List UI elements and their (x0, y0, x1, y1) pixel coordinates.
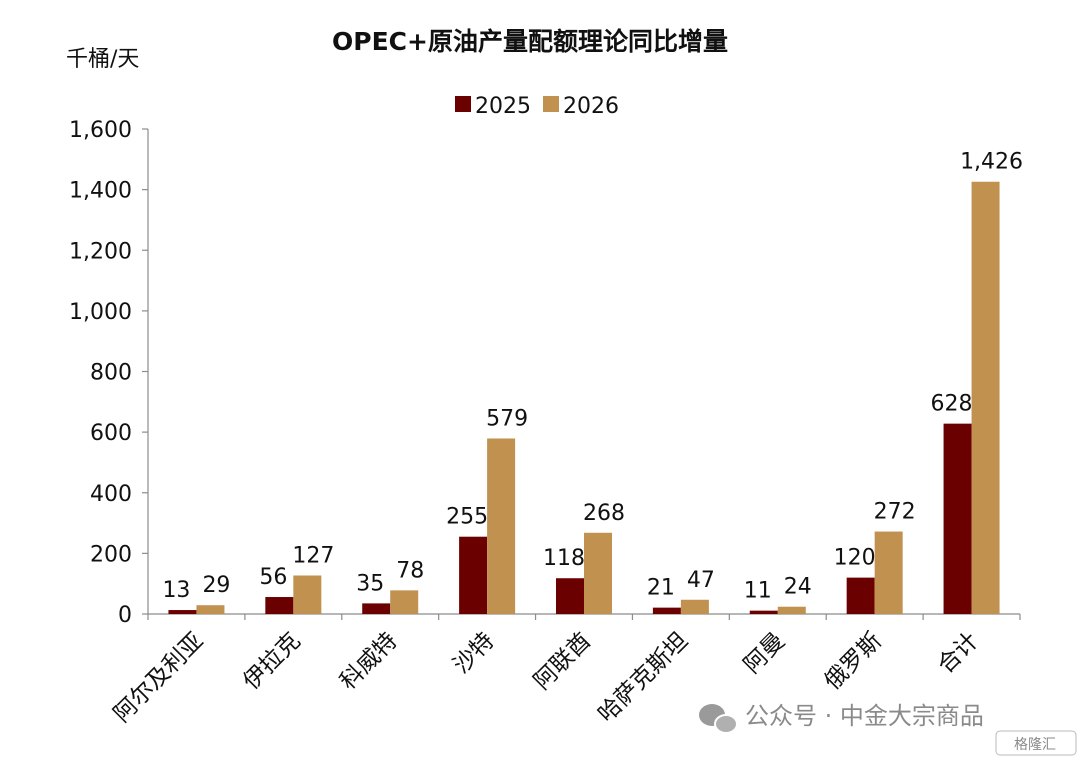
data-label-2025: 56 (259, 565, 287, 590)
y-axis: 0 200 400 600 800 1,000 1,200 1,400 1,600 (69, 118, 149, 628)
category-label: 阿曼 (739, 628, 790, 679)
legend-swatch-2025 (455, 96, 471, 112)
bar-2025 (265, 597, 294, 614)
data-label-2025: 120 (834, 546, 876, 571)
legend-label-2025: 2025 (475, 94, 531, 119)
y-tick-label: 1,000 (69, 300, 132, 325)
data-label-2025: 13 (162, 578, 190, 603)
y-tick-label: 400 (90, 482, 132, 507)
data-label-2025: 628 (931, 392, 973, 417)
bar-2026 (680, 599, 709, 614)
bar-2025 (459, 536, 488, 614)
category-label: 哈萨克斯坦 (593, 628, 693, 728)
data-label-2026: 268 (583, 501, 625, 526)
data-label-2026: 579 (486, 406, 528, 431)
bar-2026 (487, 438, 516, 614)
data-label-2025: 118 (543, 546, 585, 571)
bar-2026 (390, 590, 419, 614)
y-tick-label: 800 (90, 361, 132, 386)
bar-2025 (362, 603, 391, 614)
category-label: 阿尔及利亚 (109, 628, 209, 728)
category-label: 俄罗斯 (820, 628, 887, 695)
data-label-2026: 272 (874, 500, 916, 525)
legend: 2025 2026 (455, 94, 619, 119)
bar-2026 (584, 532, 612, 614)
bars (168, 181, 1000, 614)
chart-title: OPEC+原油产量配额理论同比增量 (332, 27, 728, 56)
data-label-2026: 24 (784, 575, 812, 600)
bar-2026 (196, 605, 225, 614)
data-label-2026: 29 (202, 573, 230, 598)
y-tick-label: 1,200 (69, 239, 132, 264)
legend-label-2026: 2026 (563, 94, 619, 119)
y-tick-label: 0 (118, 603, 132, 628)
watermark: 公众号 · 中金大宗商品 格隆汇 (699, 702, 1077, 756)
y-tick-label: 200 (90, 542, 132, 567)
wechat-icon (699, 704, 738, 734)
category-label: 合计 (933, 628, 984, 679)
data-label-2025: 21 (647, 576, 675, 601)
bar-2026 (874, 531, 903, 614)
y-tick-label: 1,400 (69, 179, 132, 204)
watermark-badge: 格隆汇 (1014, 737, 1056, 753)
category-label: 阿联酋 (529, 628, 596, 695)
bar-2025 (846, 577, 875, 614)
y-axis-unit-label: 千桶/天 (66, 47, 139, 72)
y-tick-label: 600 (90, 421, 132, 446)
bar-2026 (777, 606, 806, 614)
category-label: 伊拉克 (238, 628, 305, 695)
watermark-badge-box (995, 730, 1077, 756)
y-tick-label: 1,600 (69, 118, 132, 143)
legend-swatch-2026 (543, 96, 559, 112)
bar-2026 (971, 181, 1000, 614)
bar-2025 (168, 610, 197, 614)
data-label-2025: 255 (446, 505, 488, 530)
bar-2025 (943, 423, 972, 614)
bar-2026 (293, 575, 322, 614)
data-label-2026: 78 (396, 558, 424, 583)
data-label-2026: 1,426 (960, 150, 1023, 175)
watermark-text: 公众号 · 中金大宗商品 (745, 702, 984, 730)
category-label: 科威特 (335, 628, 402, 695)
bar-2025 (652, 607, 681, 614)
data-label-2026: 127 (292, 544, 334, 569)
bar-2025 (749, 610, 778, 614)
data-label-2025: 11 (744, 579, 772, 604)
data-label-2025: 35 (356, 571, 384, 596)
category-label: 沙特 (448, 628, 499, 679)
bar-2025 (556, 578, 584, 614)
data-label-2026: 47 (687, 568, 715, 593)
x-axis (147, 613, 1021, 620)
